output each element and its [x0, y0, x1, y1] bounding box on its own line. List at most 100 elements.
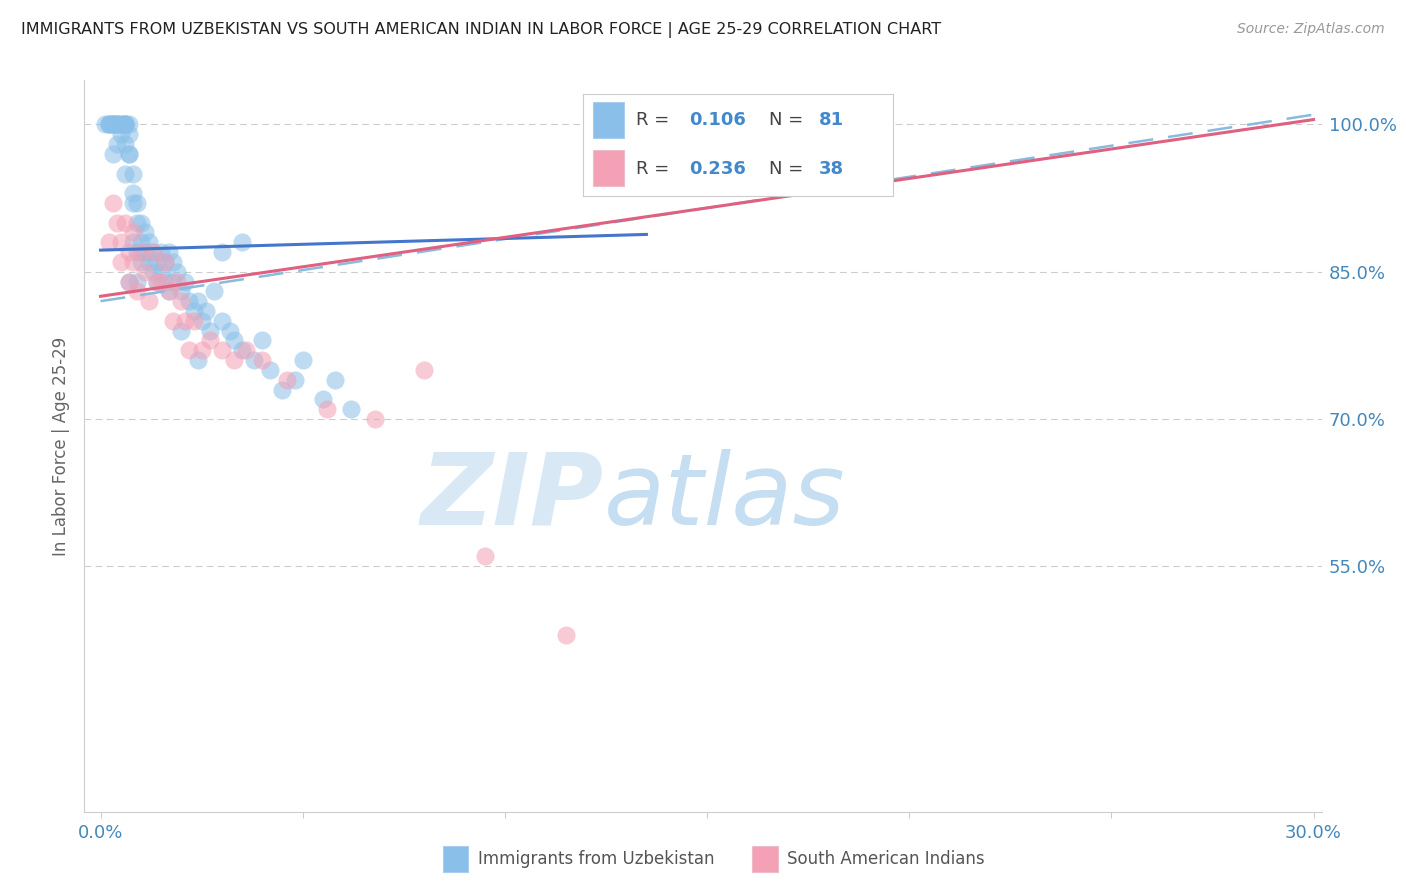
Bar: [593, 102, 624, 137]
Point: [105, 137, 128, 152]
Point: [134, 265, 156, 279]
Bar: [593, 150, 624, 186]
Point: [162, 275, 184, 289]
Point: [183, 314, 205, 328]
Point: [118, 147, 141, 161]
Point: [129, 255, 152, 269]
Point: [118, 275, 141, 289]
Point: [125, 196, 148, 211]
Point: [114, 137, 136, 152]
Point: [194, 304, 217, 318]
Point: [101, 118, 124, 132]
Point: [125, 245, 148, 260]
Point: [190, 314, 212, 328]
Point: [138, 235, 160, 250]
Point: [413, 363, 436, 377]
Text: 38: 38: [818, 160, 844, 178]
Point: [114, 118, 136, 132]
Y-axis label: In Labor Force | Age 25-29: In Labor Force | Age 25-29: [52, 336, 70, 556]
Point: [114, 167, 136, 181]
Point: [179, 343, 201, 358]
Point: [276, 373, 298, 387]
Text: South American Indians: South American Indians: [787, 850, 986, 868]
Point: [101, 118, 124, 132]
Point: [202, 285, 225, 299]
Point: [312, 392, 335, 407]
Point: [122, 196, 145, 211]
Point: [323, 373, 346, 387]
Point: [183, 304, 205, 318]
Point: [174, 314, 197, 328]
Point: [198, 324, 221, 338]
Point: [105, 118, 128, 132]
Point: [146, 275, 169, 289]
Point: [105, 216, 128, 230]
Point: [157, 285, 180, 299]
Point: [125, 285, 148, 299]
Point: [110, 118, 132, 132]
Point: [211, 343, 233, 358]
Point: [222, 353, 245, 368]
Text: atlas: atlas: [605, 449, 845, 546]
Point: [101, 147, 124, 161]
Point: [138, 294, 160, 309]
Point: [231, 343, 253, 358]
Point: [118, 128, 141, 142]
Point: [114, 118, 136, 132]
Point: [222, 334, 245, 348]
Point: [146, 255, 169, 269]
Point: [174, 275, 197, 289]
Point: [105, 118, 128, 132]
Point: [134, 245, 156, 260]
Text: R =: R =: [636, 160, 675, 178]
Point: [110, 118, 132, 132]
Point: [118, 275, 141, 289]
Point: [554, 628, 576, 642]
Point: [170, 324, 193, 338]
Point: [134, 226, 156, 240]
Point: [97, 118, 120, 132]
Point: [340, 402, 363, 417]
Point: [187, 294, 209, 309]
Point: [125, 275, 148, 289]
Point: [157, 245, 180, 260]
Point: [142, 245, 165, 260]
Text: IMMIGRANTS FROM UZBEKISTAN VS SOUTH AMERICAN INDIAN IN LABOR FORCE | AGE 25-29 C: IMMIGRANTS FROM UZBEKISTAN VS SOUTH AMER…: [21, 22, 941, 38]
Point: [179, 294, 201, 309]
Point: [211, 314, 233, 328]
Point: [114, 216, 136, 230]
Point: [190, 343, 212, 358]
Text: R =: R =: [636, 112, 675, 129]
Text: 81: 81: [818, 112, 844, 129]
Point: [162, 255, 184, 269]
Text: Source: ZipAtlas.com: Source: ZipAtlas.com: [1237, 22, 1385, 37]
Point: [129, 216, 152, 230]
Point: [93, 118, 115, 132]
Point: [118, 245, 141, 260]
Point: [101, 196, 124, 211]
Point: [138, 255, 160, 269]
Point: [316, 402, 339, 417]
Text: 0.106: 0.106: [689, 112, 745, 129]
Text: ZIP: ZIP: [420, 449, 605, 546]
Text: 0.236: 0.236: [689, 160, 745, 178]
Point: [235, 343, 257, 358]
Point: [474, 549, 496, 564]
Point: [252, 353, 274, 368]
Point: [122, 186, 145, 201]
Point: [105, 118, 128, 132]
Point: [259, 363, 281, 377]
Point: [146, 275, 169, 289]
Point: [170, 294, 193, 309]
Point: [114, 118, 136, 132]
Point: [101, 118, 124, 132]
Point: [122, 255, 145, 269]
Point: [655, 118, 678, 132]
Point: [170, 285, 193, 299]
Point: [364, 412, 387, 426]
Point: [142, 245, 165, 260]
Point: [166, 275, 188, 289]
Point: [155, 255, 177, 269]
Point: [198, 334, 221, 348]
Point: [97, 118, 120, 132]
